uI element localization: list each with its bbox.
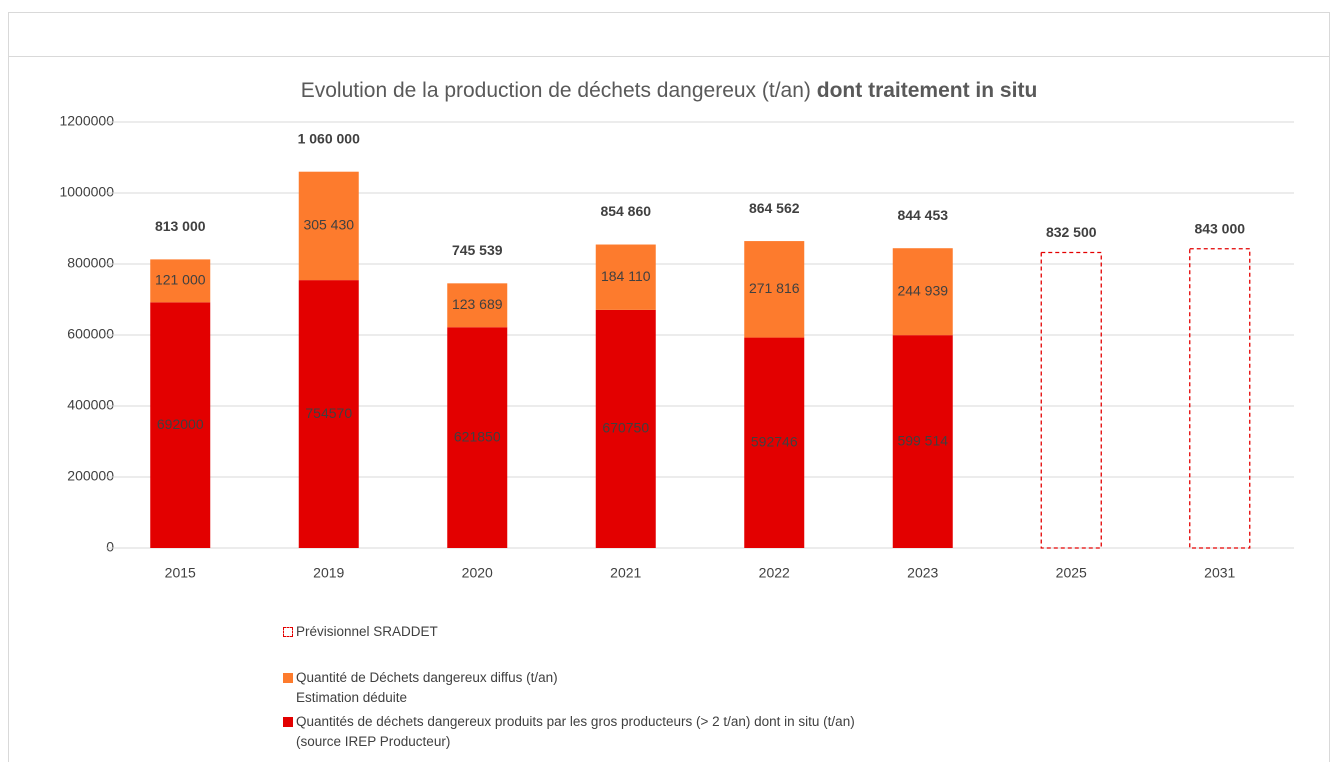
x-tick-label: 2021 xyxy=(610,565,641,581)
value-label: 599 514 xyxy=(897,432,948,448)
bar-segment xyxy=(595,244,656,310)
bar-segment xyxy=(447,327,508,548)
value-label: 271 816 xyxy=(749,280,800,296)
y-tick-label: 1000000 xyxy=(59,184,114,200)
legend-swatch xyxy=(283,627,293,637)
value-label: 670750 xyxy=(602,420,649,436)
title-part: Evolution de la production de déchets da… xyxy=(301,79,811,102)
total-label: 844 453 xyxy=(897,207,948,223)
legend-label: Quantités de déchets dangereux produits … xyxy=(296,714,855,749)
total-label: 745 539 xyxy=(452,242,503,258)
total-label: 813 000 xyxy=(155,218,206,234)
x-tick-label: 2022 xyxy=(759,565,790,581)
value-label: 692000 xyxy=(157,416,204,432)
legend-label: Quantité de Déchets dangereux diffus (t/… xyxy=(296,670,558,705)
x-tick-label: 2019 xyxy=(313,565,344,581)
value-label: 754570 xyxy=(305,405,352,421)
y-tick-label: 200000 xyxy=(67,468,114,484)
x-tick-label: 2015 xyxy=(165,565,196,581)
forecast-bar xyxy=(1040,251,1102,549)
y-tick-label: 1200000 xyxy=(59,113,114,129)
bar-segment xyxy=(298,280,359,548)
legend-label: Prévisionnel SRADDET xyxy=(296,624,438,639)
total-label: 854 860 xyxy=(600,203,651,219)
legend-item: Quantités de déchets dangereux produits … xyxy=(283,712,855,752)
x-tick-label: 2020 xyxy=(462,565,493,581)
total-label: 864 562 xyxy=(749,200,800,216)
x-tick-label: 2025 xyxy=(1056,565,1087,581)
y-tick-label: 400000 xyxy=(67,397,114,413)
bar-segment xyxy=(447,283,508,328)
bar-segment xyxy=(595,309,656,548)
value-label: 843 000 xyxy=(1194,220,1245,236)
x-tick-label: 2023 xyxy=(907,565,938,581)
value-label: 184 110 xyxy=(601,268,651,284)
bar-segment xyxy=(150,302,211,548)
legend-swatch xyxy=(283,673,293,683)
y-tick-label: 600000 xyxy=(67,326,114,342)
bar-segment xyxy=(892,248,953,336)
chart-frame xyxy=(8,12,1330,762)
value-label: 592746 xyxy=(751,433,798,449)
total-label: 1 060 000 xyxy=(298,130,360,146)
bar-segment xyxy=(298,171,359,281)
bar-segment xyxy=(744,337,805,548)
title-bold: dont traitement in situ xyxy=(817,79,1038,102)
value-label: 123 689 xyxy=(452,296,503,312)
forecast-bar xyxy=(1189,248,1251,549)
value-label: 305 430 xyxy=(303,217,354,233)
value-label: 832 500 xyxy=(1046,224,1097,240)
legend-item: Quantité de Déchets dangereux diffus (t/… xyxy=(283,668,558,708)
value-label: 121 000 xyxy=(155,272,206,288)
bar-segment xyxy=(892,335,953,548)
chart-title: Evolution de la production de déchets da… xyxy=(301,79,1038,102)
bar-segment xyxy=(150,259,211,303)
legend-swatch xyxy=(283,717,293,727)
value-label: 621850 xyxy=(454,428,501,444)
bar-segment xyxy=(744,241,805,338)
value-label: 244 939 xyxy=(897,282,948,298)
y-tick-label: 800000 xyxy=(67,255,114,271)
legend-item: Prévisionnel SRADDET xyxy=(283,622,438,642)
x-tick-label: 2031 xyxy=(1204,565,1235,581)
y-tick-label: 0 xyxy=(106,539,114,555)
